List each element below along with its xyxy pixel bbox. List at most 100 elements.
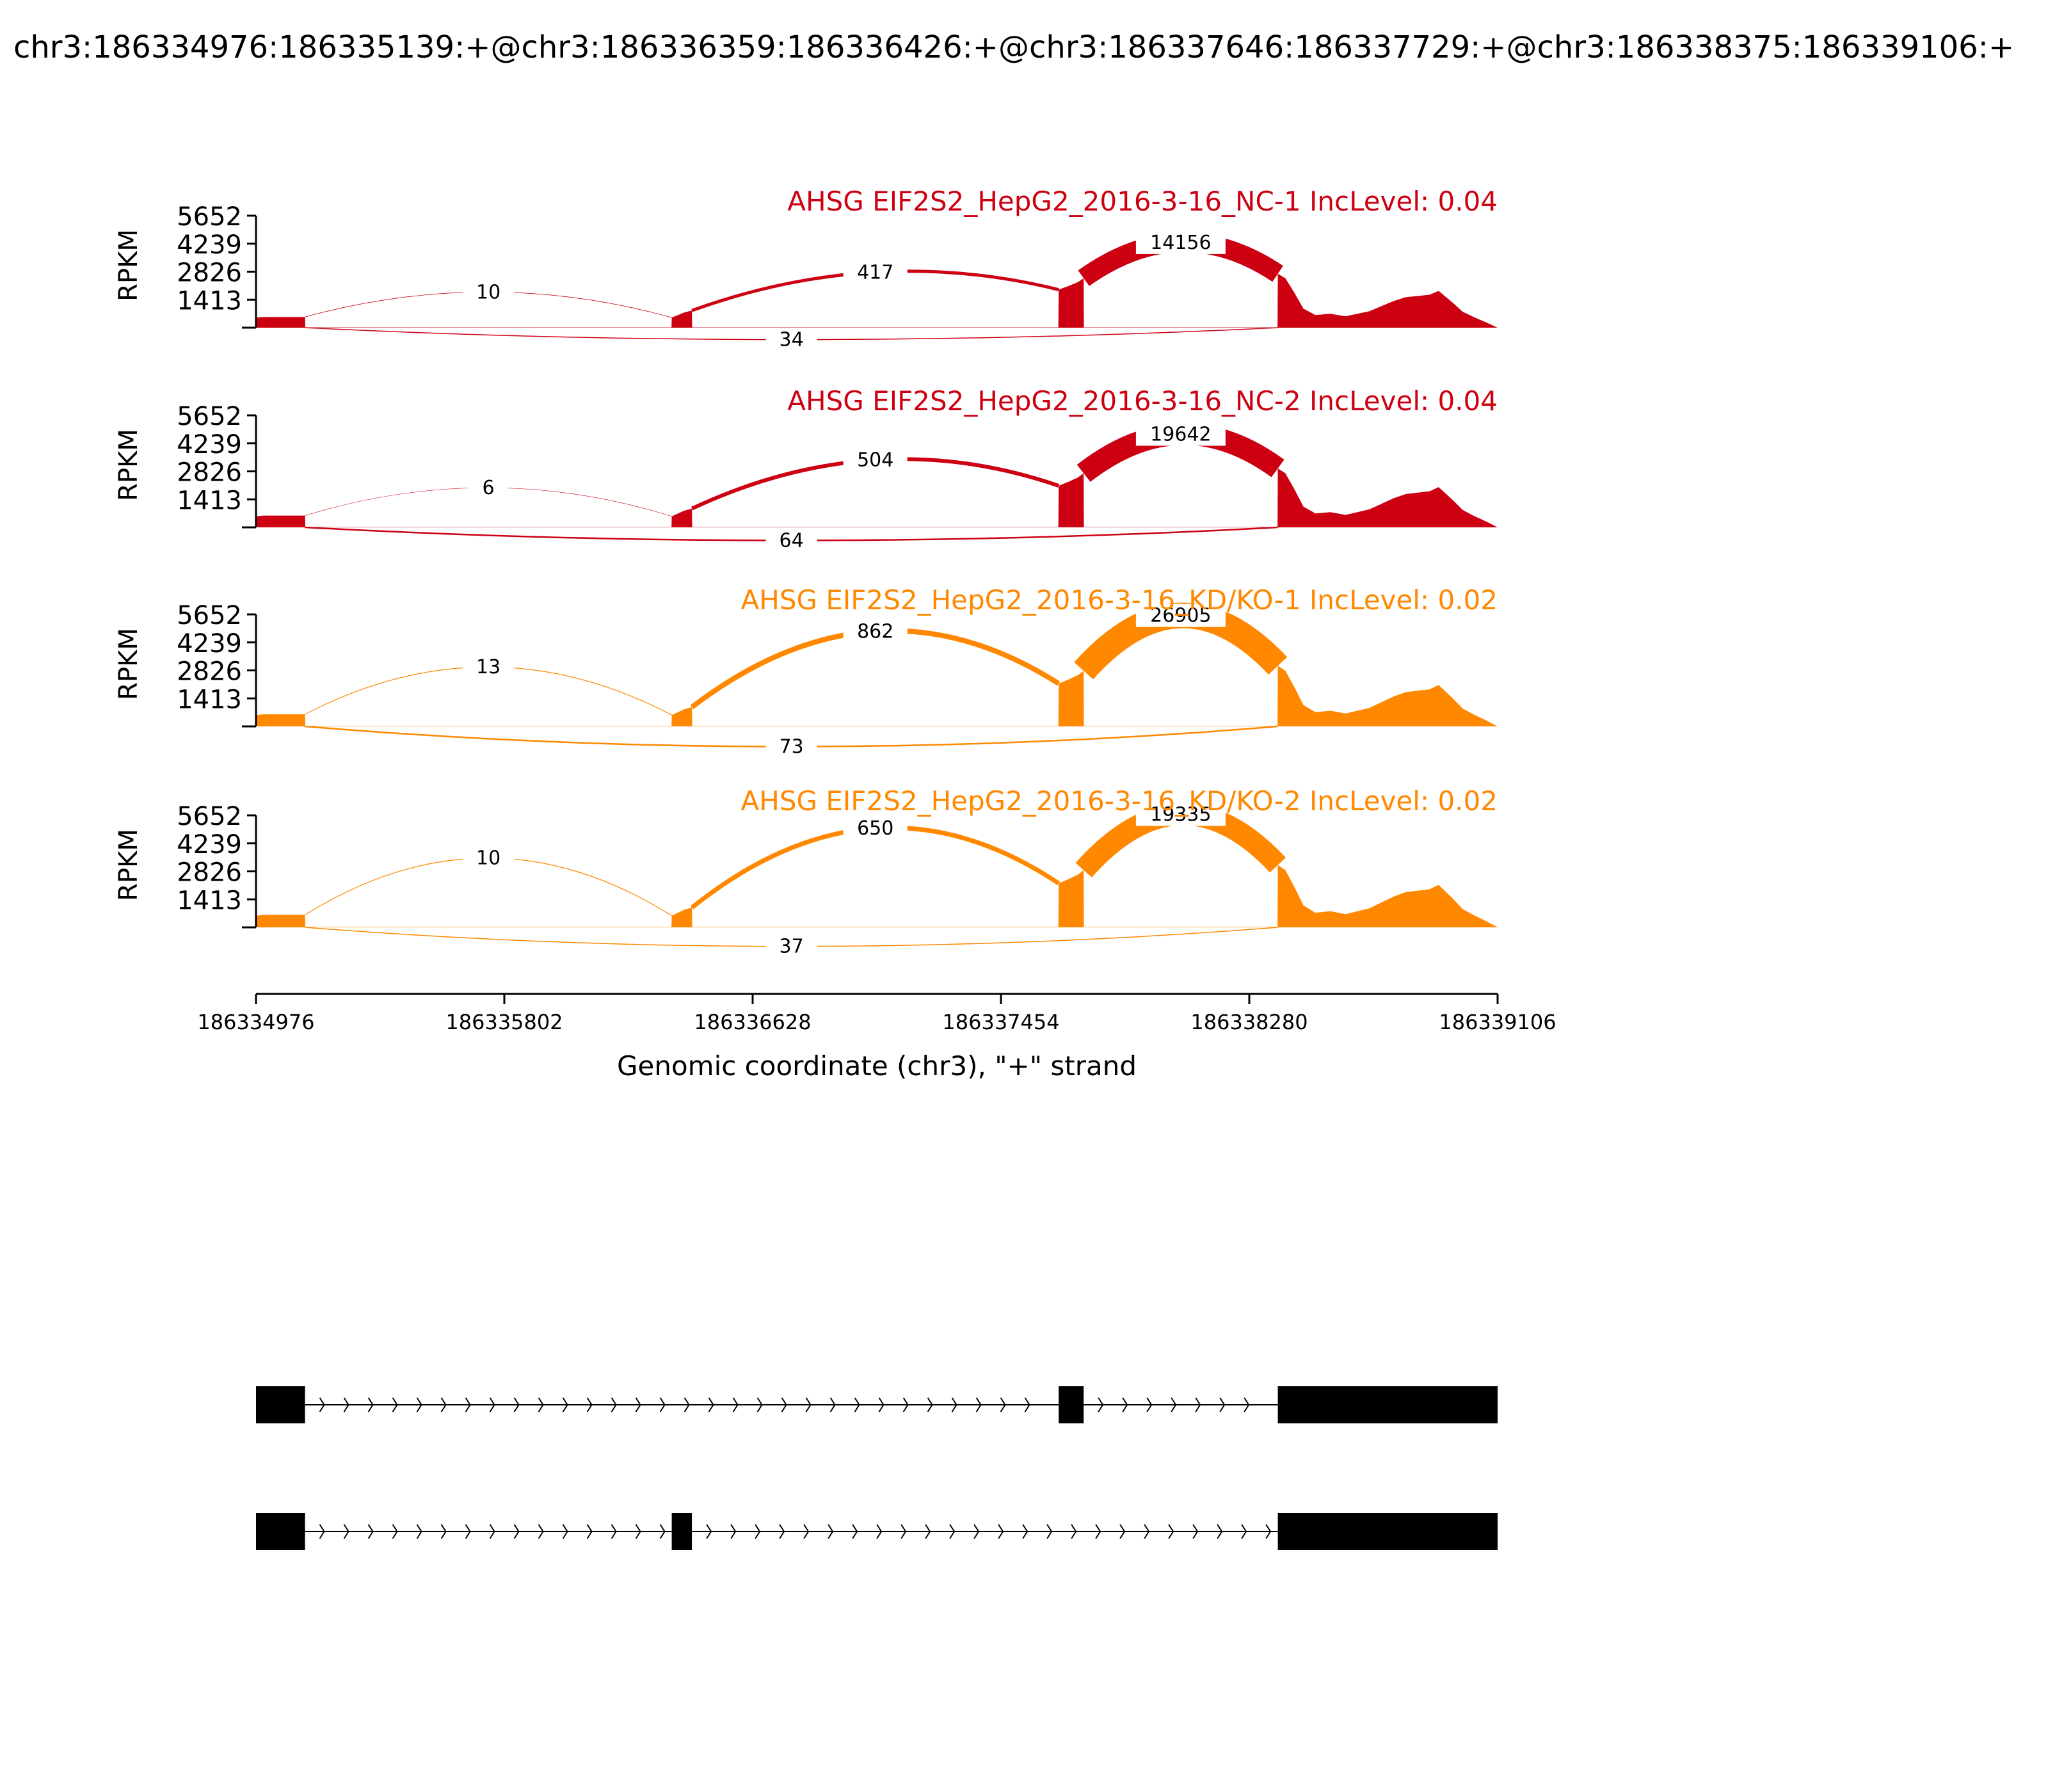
strand-arrow: [489, 1524, 495, 1539]
strand-arrow: [902, 1397, 909, 1412]
strand-arrow: [392, 1397, 398, 1412]
y-tick-label: 1413: [177, 286, 242, 316]
junction-count-box: [765, 735, 817, 758]
junction-count-box: [463, 655, 515, 679]
exon-block: [256, 1386, 305, 1423]
y-tick-label: 2826: [177, 458, 242, 488]
coverage-area: [256, 865, 1498, 927]
strand-arrow: [319, 1397, 325, 1412]
strand-arrow: [876, 1524, 883, 1539]
junction-count-box: [843, 817, 908, 840]
strand-arrow: [465, 1524, 471, 1539]
strand-arrow: [756, 1397, 763, 1412]
strand-arrow: [1171, 1397, 1177, 1412]
junction-count: 504: [857, 449, 893, 472]
junction-count-box: [843, 260, 908, 284]
sample-label: AHSG EIF2S2_HepG2_2016-3-16_KD/KO-1 IncL…: [741, 584, 1498, 616]
junction-count: 417: [857, 261, 893, 284]
junction-count-box: [843, 448, 908, 472]
y-tick-label: 4239: [177, 430, 242, 460]
strand-arrow: [781, 1397, 787, 1412]
strand-arrow: [1168, 1524, 1174, 1539]
strand-arrow: [416, 1397, 422, 1412]
junction-count-box: [1135, 230, 1226, 254]
strand-arrow: [1146, 1397, 1153, 1412]
strand-arrow: [659, 1397, 666, 1412]
y-tick-label: 4239: [177, 629, 242, 659]
junction-count-box: [469, 476, 508, 500]
strand-arrow: [1095, 1524, 1101, 1539]
strand-arrow: [706, 1524, 712, 1539]
junction-count: 10: [476, 847, 500, 870]
exon-block: [1277, 1513, 1498, 1550]
junction-count-box: [765, 529, 817, 552]
x-tick-label: 186338280: [1190, 1010, 1308, 1034]
strand-arrow: [755, 1524, 761, 1539]
strand-arrow: [925, 1524, 931, 1539]
coverage-area: [256, 666, 1498, 726]
chart-title: chr3:186334976:186335139:+@chr3:18633635…: [13, 29, 2014, 65]
junction-count: 73: [780, 736, 804, 758]
strand-arrow: [852, 1524, 858, 1539]
x-tick-label: 186336628: [694, 1010, 811, 1034]
coverage-area: [256, 273, 1498, 328]
junction-count: 650: [857, 817, 893, 840]
strand-arrow: [1119, 1524, 1126, 1539]
strand-arrow: [900, 1524, 907, 1539]
strand-arrow: [367, 1524, 374, 1539]
strand-arrow: [949, 1524, 956, 1539]
strand-arrow: [684, 1397, 690, 1412]
strand-arrow: [1144, 1524, 1150, 1539]
strand-arrow: [975, 1397, 982, 1412]
y-axis-label: RPKM: [114, 628, 143, 700]
strand-arrow: [1071, 1524, 1077, 1539]
exon-block: [671, 1513, 692, 1550]
strand-arrow: [586, 1397, 593, 1412]
junction-count-box: [1135, 604, 1226, 627]
junction-count-box: [463, 846, 515, 870]
strand-arrow: [805, 1397, 812, 1412]
y-tick-label: 5652: [177, 402, 242, 431]
y-axis-label: RPKM: [114, 829, 143, 901]
strand-arrow: [779, 1524, 785, 1539]
strand-arrow: [998, 1524, 1004, 1539]
strand-arrow: [343, 1397, 349, 1412]
strand-arrow: [1122, 1397, 1128, 1412]
junction-count-box: [843, 620, 908, 643]
strand-arrow: [854, 1397, 860, 1412]
y-tick-label: 4239: [177, 230, 242, 260]
strand-arrow: [635, 1397, 641, 1412]
strand-arrow: [416, 1524, 422, 1539]
strand-arrow: [1192, 1524, 1199, 1539]
strand-arrow: [635, 1524, 641, 1539]
strand-arrow: [732, 1397, 739, 1412]
x-tick-label: 186335802: [445, 1010, 563, 1034]
junction-count: 26905: [1150, 605, 1211, 627]
strand-arrow: [1195, 1397, 1201, 1412]
strand-arrow: [538, 1524, 544, 1539]
strand-arrow: [343, 1524, 349, 1539]
exon-block: [1059, 1386, 1084, 1423]
junction-count: 34: [780, 329, 804, 351]
isoform-track: [256, 1386, 1498, 1423]
sample-label: AHSG EIF2S2_HepG2_2016-3-16_NC-2 IncLeve…: [787, 385, 1498, 417]
strand-arrow: [586, 1524, 593, 1539]
junction-count-box: [765, 934, 817, 958]
strand-arrow: [465, 1397, 471, 1412]
strand-arrow: [562, 1397, 568, 1412]
isoform-tracks: [256, 1386, 1498, 1550]
strand-arrow: [708, 1397, 714, 1412]
sample-label: AHSG EIF2S2_HepG2_2016-3-16_NC-1 IncLeve…: [787, 186, 1498, 217]
strand-arrow: [973, 1524, 980, 1539]
junction-count-box: [463, 280, 515, 304]
x-tick-label: 186337454: [942, 1010, 1059, 1034]
exon-block: [256, 1513, 305, 1550]
strand-arrow: [513, 1524, 520, 1539]
strand-arrow: [951, 1397, 957, 1412]
y-tick-label: 1413: [177, 685, 242, 714]
strand-arrow: [730, 1524, 737, 1539]
